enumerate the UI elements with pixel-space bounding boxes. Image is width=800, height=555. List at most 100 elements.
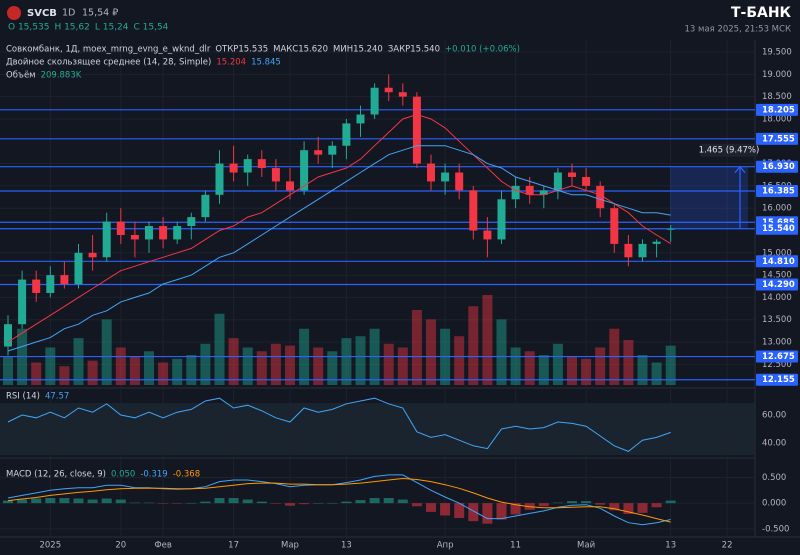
y-tick-label: 40.00: [762, 438, 786, 448]
level-label-bg: [756, 222, 798, 235]
volume-bar: [270, 343, 281, 385]
histogram-bar: [285, 503, 295, 506]
level-label: 12.675: [762, 352, 795, 362]
histogram-bar: [228, 498, 239, 504]
candle-body: [187, 217, 196, 227]
y-tick-label: 19.000: [762, 70, 792, 80]
histogram-bar: [59, 498, 70, 504]
measure-label: 1.465 (9.47%): [699, 146, 760, 156]
measure-arrowhead: [734, 165, 746, 174]
volume-bar: [285, 345, 295, 385]
y-tick-label: 14.000: [762, 293, 792, 303]
level-label-bg: [756, 255, 798, 268]
y-tick-label: 13.000: [762, 338, 792, 348]
x-tick-label: 13: [341, 541, 352, 551]
legend-text: 15.845: [251, 58, 281, 68]
volume-bar: [327, 351, 338, 385]
volume-bar: [552, 343, 563, 385]
legend-text: Совкомбанк, 1Д, moex_mrng_evng_e_wknd_dl…: [6, 45, 211, 55]
histogram-bar: [567, 501, 577, 504]
candle-body: [159, 226, 168, 240]
candle-body: [215, 163, 224, 195]
histogram-bar: [411, 503, 422, 507]
candle-body: [271, 168, 280, 182]
candle-body: [32, 279, 41, 293]
histogram-bar: [158, 503, 169, 504]
candle-body: [173, 226, 182, 240]
x-tick-label: Май: [577, 541, 595, 551]
histogram-bar: [623, 503, 634, 514]
histogram-bar: [3, 500, 13, 504]
level-label-bg: [756, 160, 798, 173]
rsi-band: [0, 403, 755, 455]
volume-bar: [510, 347, 521, 385]
legend-text: МАКС15.620: [273, 45, 328, 55]
y-tick-label: 18.000: [762, 114, 792, 124]
level-label-bg: [756, 350, 798, 363]
candle-body: [469, 190, 478, 231]
moving-average: [7, 113, 671, 343]
x-tick-label: 20: [115, 541, 126, 551]
y-tick-label: 18.500: [762, 92, 792, 102]
legend-text: 209.883K: [41, 71, 82, 81]
histogram-bar: [454, 503, 465, 519]
y-tick-label: 12.500: [762, 360, 792, 370]
volume-bar: [3, 356, 13, 385]
rsi-line: [7, 397, 671, 452]
histogram-bar: [595, 503, 606, 505]
histogram-bar: [129, 502, 140, 504]
signal-line: [7, 477, 671, 523]
level-label-bg: [756, 278, 798, 291]
legend-text: Объём: [6, 71, 36, 81]
price: 15,54 ₽: [82, 8, 118, 19]
x-tick-label: 17: [228, 541, 239, 551]
candle-body: [328, 145, 337, 155]
histogram-bar: [383, 498, 394, 504]
legend-text: O 15,535: [8, 23, 49, 33]
volume-bar: [214, 313, 225, 385]
level-label: 16.385: [762, 187, 795, 197]
volume-bar: [454, 336, 465, 385]
histogram-bar: [552, 502, 563, 504]
histogram-bar: [214, 498, 225, 504]
level-label-bg: [756, 132, 798, 145]
level-label: 14.810: [762, 257, 795, 267]
candle-body: [257, 159, 266, 169]
volume-bar: [200, 343, 211, 385]
level-label: 15.540: [762, 224, 795, 234]
histogram-bar: [609, 503, 620, 511]
candle-body: [286, 181, 294, 191]
volume-bar: [496, 319, 507, 385]
candle-body: [666, 228, 675, 230]
histogram-bar: [426, 503, 436, 512]
level-label: 17.555: [762, 134, 795, 144]
volume-bar: [538, 355, 549, 385]
histogram-bar: [482, 503, 493, 524]
level-label: 12.155: [762, 375, 795, 385]
histogram-bar: [468, 503, 479, 522]
histogram-bar: [651, 503, 662, 508]
legend-text: Двойное скользящее среднее (14, 28, Simp…: [6, 58, 211, 68]
volume-bar: [144, 351, 154, 385]
candle-body: [370, 87, 379, 115]
candle-body: [88, 252, 97, 258]
candle-body: [342, 123, 351, 146]
histogram-bar: [665, 500, 676, 504]
candle-body: [483, 230, 492, 240]
candle-body: [412, 96, 421, 164]
legend-text: МИН15.240: [333, 45, 383, 55]
candle-body: [624, 243, 633, 258]
volume-bar: [313, 347, 324, 385]
y-tick-label: 16.000: [762, 204, 792, 214]
volume-bar: [129, 356, 140, 385]
histogram-bar: [369, 498, 380, 504]
level-label: 14.290: [762, 280, 795, 290]
candle-body: [427, 163, 435, 182]
y-tick-label: 15.000: [762, 248, 792, 258]
volume-bar: [623, 340, 634, 385]
volume-bar: [581, 358, 592, 385]
candle-body: [130, 234, 139, 240]
volume-bar: [115, 347, 126, 385]
volume-bar: [567, 356, 577, 385]
measure-box: [670, 166, 748, 229]
